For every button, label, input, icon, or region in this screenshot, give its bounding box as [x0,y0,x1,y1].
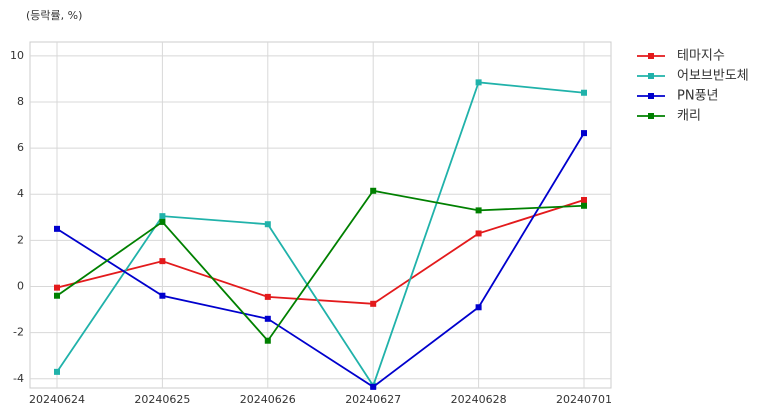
point [475,304,482,311]
legend-marker [648,113,654,119]
legend-text: 캐리 [677,109,701,124]
point [54,292,60,299]
series-line [56,199,585,305]
x-tick-label: 20240624 [29,393,85,406]
series-line [56,81,585,388]
point [475,207,482,214]
point [581,130,587,137]
legend-marker [648,73,654,79]
legend-text: PN풍년 [677,89,718,104]
x-tick-label: 20240701 [556,393,612,406]
x-tick-label: 20240625 [134,393,190,406]
legend-text: 테마지수 [677,49,725,64]
point [581,197,587,204]
point [159,292,166,299]
y-tick-label: -2 [13,326,24,339]
x-tick-label: 20240627 [345,393,401,406]
point [54,225,60,232]
point [54,368,60,375]
point [159,258,166,265]
y-tick-label: 4 [17,187,24,200]
point [475,230,482,237]
series-line [56,189,585,343]
point [159,218,166,225]
y-tick-label: 8 [17,95,24,108]
point [581,89,587,96]
point [475,79,482,86]
y-tick-label: -4 [13,372,24,385]
y-tick-label: 10 [10,49,24,62]
point [264,315,271,322]
series-line [56,132,585,388]
y-tick-label: 2 [17,233,24,246]
point [54,284,60,291]
y-tick-label: 6 [17,141,24,154]
x-tick-label: 20240628 [451,393,507,406]
point [159,213,166,220]
legend-marker [648,93,654,99]
legend-text: 어보브반도체 [677,69,749,84]
point [264,221,271,228]
point [264,293,271,300]
plot-frame [29,41,612,389]
y-axis-label: (등락률, %) [26,9,82,22]
y-tick-label: 0 [17,280,24,293]
point [370,187,377,194]
point [581,202,587,209]
point [370,300,377,307]
point [264,337,271,344]
legend-marker [648,53,654,59]
point [370,383,377,390]
x-tick-label: 20240626 [240,393,296,406]
